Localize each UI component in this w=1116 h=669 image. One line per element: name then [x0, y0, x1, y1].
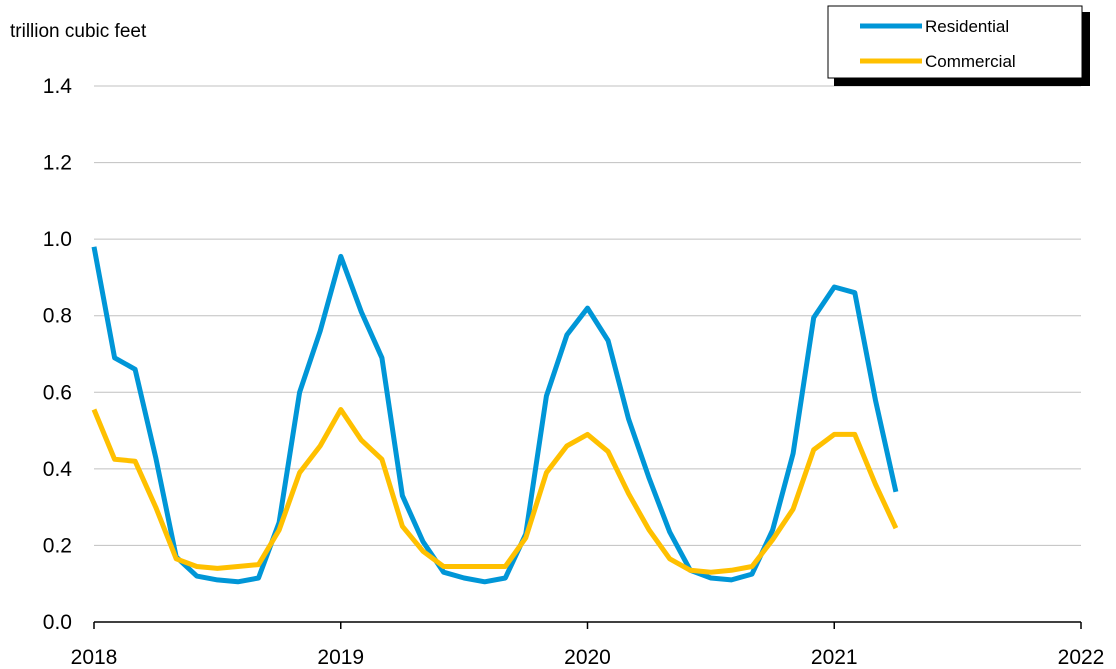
y-tick-labels: 0.0 0.2 0.4 0.6 0.8 1.0 1.2 1.4: [43, 75, 73, 634]
legend: Residential Commercial: [827, 5, 1090, 86]
y-tick-label: 1.4: [43, 75, 73, 98]
x-tick-label: 2019: [317, 646, 364, 669]
gridlines: [94, 85, 1081, 546]
legend-label-commercial: Commercial: [925, 52, 1016, 71]
y-axis-unit-label: trillion cubic feet: [10, 21, 147, 42]
series-lines: [91, 246, 899, 585]
x-tick-labels: 2018 2019 2020 2021 2022: [71, 646, 1105, 669]
legend-label-residential: Residential: [925, 17, 1009, 36]
x-tick-label: 2020: [564, 646, 611, 669]
y-tick-label: 0.6: [43, 381, 72, 404]
legend-box: [827, 5, 1083, 79]
x-tick-label: 2021: [811, 646, 858, 669]
x-tick-label: 2022: [1058, 646, 1105, 669]
y-tick-label: 1.2: [43, 152, 72, 175]
x-tick-label: 2018: [71, 646, 118, 669]
y-tick-label: 0.2: [43, 534, 72, 557]
y-tick-label: 0.0: [43, 611, 72, 634]
y-tick-label: 1.0: [43, 228, 72, 251]
tick-marks: [93, 622, 1082, 629]
y-tick-label: 0.8: [43, 305, 72, 328]
series-line-commercial: [91, 407, 899, 575]
y-tick-label: 0.4: [43, 458, 73, 481]
